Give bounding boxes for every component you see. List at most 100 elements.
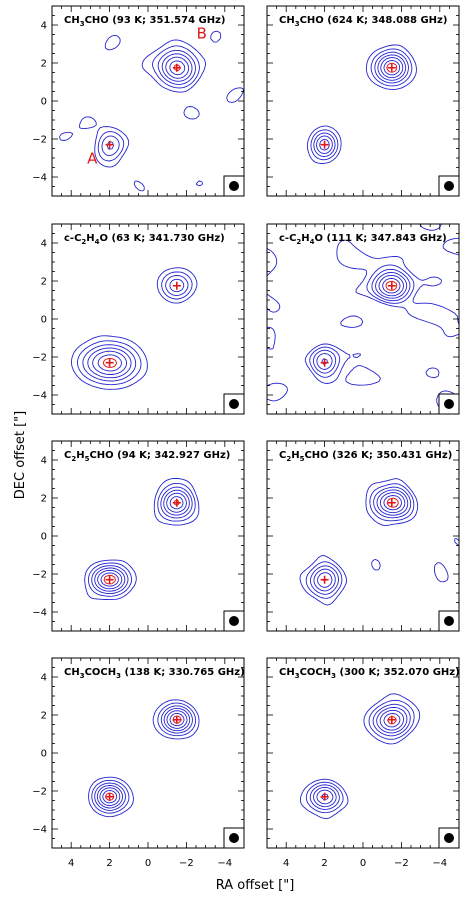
panel-frame — [267, 6, 459, 196]
beam-marker — [224, 394, 244, 414]
ticks — [52, 224, 244, 414]
panel-frame — [52, 658, 244, 848]
source-marker-B — [388, 282, 396, 290]
contour-level-3 — [313, 269, 410, 373]
y-tick-label: 0 — [41, 97, 47, 108]
y-tick-label: 2 — [41, 59, 47, 70]
y-tick-label: −2 — [32, 135, 47, 146]
beam-marker — [224, 176, 244, 196]
y-tick-label: 2 — [41, 711, 47, 722]
ticks — [52, 441, 244, 631]
y-tick-label: 4 — [41, 21, 47, 32]
contour-level-1 — [267, 224, 459, 414]
panels-group: −4−2024 CH3CHO (93 K; 351.574 GHz)ABCH3CH… — [32, 6, 459, 869]
panel-frame — [52, 6, 244, 196]
y-tick-label: −4 — [32, 173, 47, 184]
beam-marker — [224, 828, 244, 848]
beam-marker — [439, 176, 459, 196]
panel-frame — [267, 658, 459, 848]
contour-level-4 — [314, 490, 408, 591]
panel-title: CH3COCH3 (138 K; 330.765 GHz) — [64, 667, 245, 680]
contour-group — [300, 479, 459, 631]
source-marker-A — [106, 359, 114, 367]
contour-group — [267, 224, 459, 414]
panel-1: −4−2024 CH3CHO (93 K; 351.574 GHz)AB — [32, 6, 244, 196]
beam-marker — [439, 828, 459, 848]
x-tick-label: 2 — [321, 858, 327, 869]
source-marker-A — [321, 793, 329, 801]
x-tick-label: 0 — [360, 858, 366, 869]
panel-title: C2H5CHO (94 K; 342.927 GHz) — [64, 450, 230, 463]
x-axis-title: RA offset ["] — [216, 878, 295, 893]
contour-level-4 — [314, 707, 407, 806]
panel-title: C2H5CHO (326 K; 350.431 GHz) — [279, 450, 452, 463]
panel-5: −4 −2 0 2 4 C2H5CHO (94 K; 342.927 GHz) — [32, 441, 244, 631]
contour-group — [307, 45, 416, 164]
panel-8: 4 2 0 −2 −4 CH3COCH3 (300 K; 352.070 GHz) — [267, 658, 460, 869]
ticks — [52, 6, 244, 196]
x-tick-label: −2 — [179, 858, 194, 869]
y-tick-label: −2 — [32, 787, 47, 798]
source-label-A: A — [87, 150, 98, 168]
panel-2: CH3CHO (624 K; 348.088 GHz) — [267, 6, 459, 196]
y-tick-label: 0 — [41, 532, 47, 543]
contour-level-3 — [102, 50, 196, 155]
panel-title: CH3CHO (624 K; 348.088 GHz) — [279, 15, 447, 28]
y-tick-label: 4 — [41, 456, 47, 467]
y-tick-label: 2 — [41, 277, 47, 288]
source-marker-B — [173, 282, 181, 290]
contour-level-1 — [300, 694, 419, 819]
contour-level-6 — [324, 496, 402, 582]
y-tick-label: −2 — [32, 570, 47, 581]
panel-frame — [52, 224, 244, 414]
panel-6: C2H5CHO (326 K; 350.431 GHz) — [267, 441, 459, 631]
source-marker-A — [321, 141, 329, 149]
y-tick-label: 0 — [41, 749, 47, 760]
x-tick-label: −4 — [217, 858, 232, 869]
y-tick-label: 0 — [41, 315, 47, 326]
contour-level-1 — [89, 700, 199, 817]
y-tick-label: −2 — [32, 353, 47, 364]
y-tick-label: −4 — [32, 608, 47, 619]
x-tick-label: −2 — [394, 858, 409, 869]
panel-title: c-C2H4O (111 K; 347.843 GHz) — [279, 233, 447, 246]
beam-marker — [439, 394, 459, 414]
ticks — [267, 6, 459, 196]
y-tick-label: 4 — [41, 239, 47, 250]
panel-3: −4 −2 0 2 4 c-C2H4O (63 K; 341.730 GHz) — [32, 224, 244, 414]
y-tick-label: −4 — [32, 825, 47, 836]
contour-level-5 — [317, 710, 404, 804]
panel-title: c-C2H4O (63 K; 341.730 GHz) — [64, 233, 225, 246]
panel-frame — [52, 441, 244, 631]
source-marker-B — [173, 64, 181, 72]
contour-group — [300, 694, 419, 819]
source-marker-A — [106, 576, 114, 584]
y-tick-label: 4 — [41, 673, 47, 684]
source-marker-B — [173, 499, 181, 507]
source-label-B: B — [197, 24, 207, 42]
contour-group — [89, 700, 199, 817]
y-axis-title: DEC offset ["] — [13, 411, 28, 499]
x-tick-label: 2 — [106, 858, 112, 869]
panel-frame — [267, 441, 459, 631]
panel-title: CH3COCH3 (300 K; 352.070 GHz) — [279, 667, 460, 680]
x-tick-label: 4 — [283, 858, 289, 869]
source-marker-A — [321, 576, 329, 584]
contour-level-1 — [307, 45, 416, 164]
ticks — [267, 658, 459, 848]
panel-7: −4 −2 0 2 4 4 2 0 −2 −4 CH3COCH3 (138 K; 330.765 G… — [32, 658, 244, 869]
contour-level-6 — [321, 714, 400, 800]
panel-4: c-C2H4O (111 K; 347.843 GHz) — [267, 224, 459, 414]
y-tick-label: −4 — [32, 391, 47, 402]
beam-marker — [224, 611, 244, 631]
ticks — [267, 441, 459, 631]
x-tick-label: −4 — [432, 858, 447, 869]
contour-level-4 — [317, 273, 407, 370]
y-tick-label: 2 — [41, 494, 47, 505]
x-tick-label: 4 — [68, 858, 74, 869]
contour-level-1 — [300, 479, 459, 631]
x-tick-label: 0 — [145, 858, 151, 869]
ticks — [52, 658, 244, 848]
source-marker-B — [388, 64, 396, 72]
